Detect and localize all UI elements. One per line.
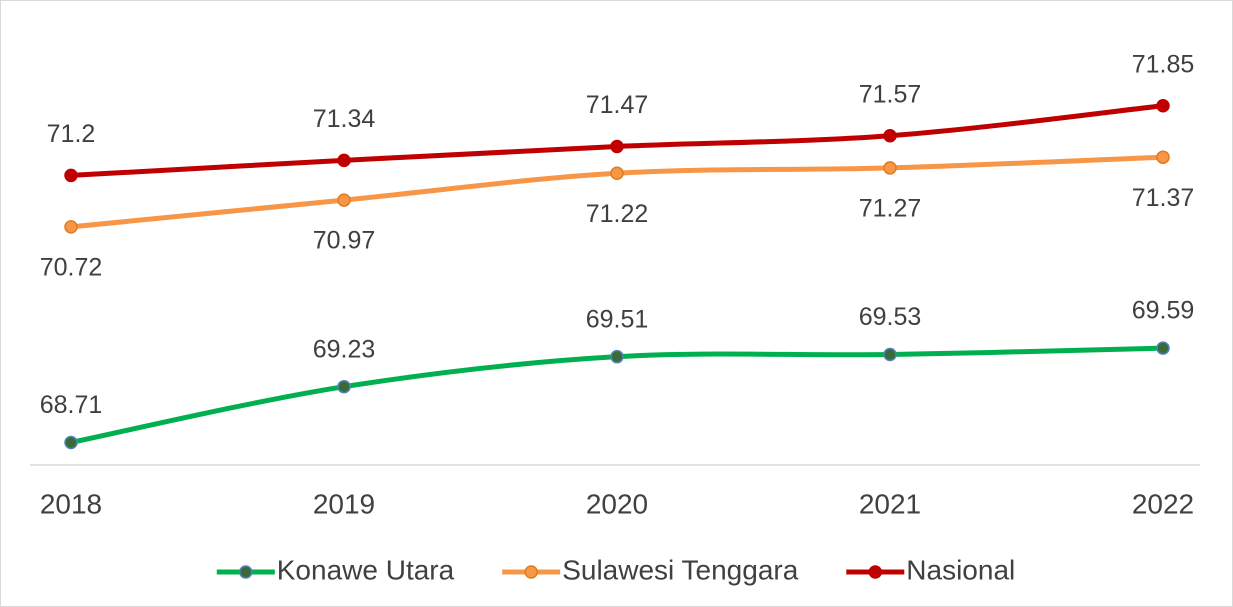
data-point [337,193,351,207]
x-tick-label: 2019 [313,488,375,519]
x-tick-label: 2021 [859,488,921,519]
data-label: 71.27 [859,195,922,223]
x-tick-label: 2018 [40,488,102,519]
legend-label: Nasional [906,554,1015,585]
legend-label: Konawe Utara [277,554,455,585]
data-point [610,139,624,154]
data-point [610,349,624,364]
data-point [64,435,78,450]
legend-marker [239,565,253,579]
data-point [64,168,78,183]
legend-marker [868,565,883,579]
legend-label: Sulawesi Tenggara [562,554,799,585]
legend: Konawe Utara Sulawesi Tenggara Nasional [216,554,1015,585]
data-label: 71.2 [47,120,96,148]
data-point [1156,98,1170,113]
data-point [883,128,897,143]
data-label: 69.23 [313,335,376,363]
data-point [337,379,351,394]
data-label: 70.97 [313,227,376,255]
legend-entry: Sulawesi Tenggara [502,554,799,585]
legend-entry: Konawe Utara [216,554,455,585]
data-point [1156,150,1170,164]
data-label: 69.53 [859,303,922,331]
data-label: 71.34 [313,105,376,133]
data-point [883,161,897,175]
x-tick-label: 2020 [586,488,648,519]
data-point [883,347,897,362]
legend-entry: Nasional [846,554,1015,585]
legend-marker [524,565,538,579]
data-label: 71.85 [1132,50,1195,78]
data-label: 69.51 [586,305,649,333]
x-tick-label: 2022 [1132,488,1194,519]
data-label: 71.57 [859,80,922,108]
data-point [64,220,78,234]
data-label: 69.59 [1132,297,1195,325]
data-point [610,166,624,181]
data-point [337,153,351,168]
data-label: 71.47 [586,91,649,119]
data-point [1156,341,1170,355]
data-label: 71.37 [1132,184,1195,212]
data-label: 70.72 [40,254,103,282]
data-label: 71.22 [586,200,649,228]
data-label: 68.71 [40,391,103,419]
